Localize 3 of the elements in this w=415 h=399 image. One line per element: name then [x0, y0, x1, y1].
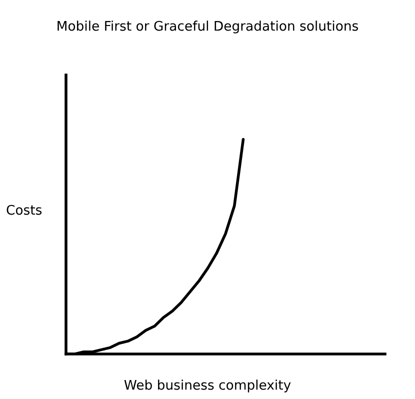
x-axis-title: Web business complexity [124, 380, 291, 392]
y-axis-title: Costs [6, 204, 42, 215]
chart-title: Mobile First or Graceful Degradation solutions [58, 20, 358, 34]
